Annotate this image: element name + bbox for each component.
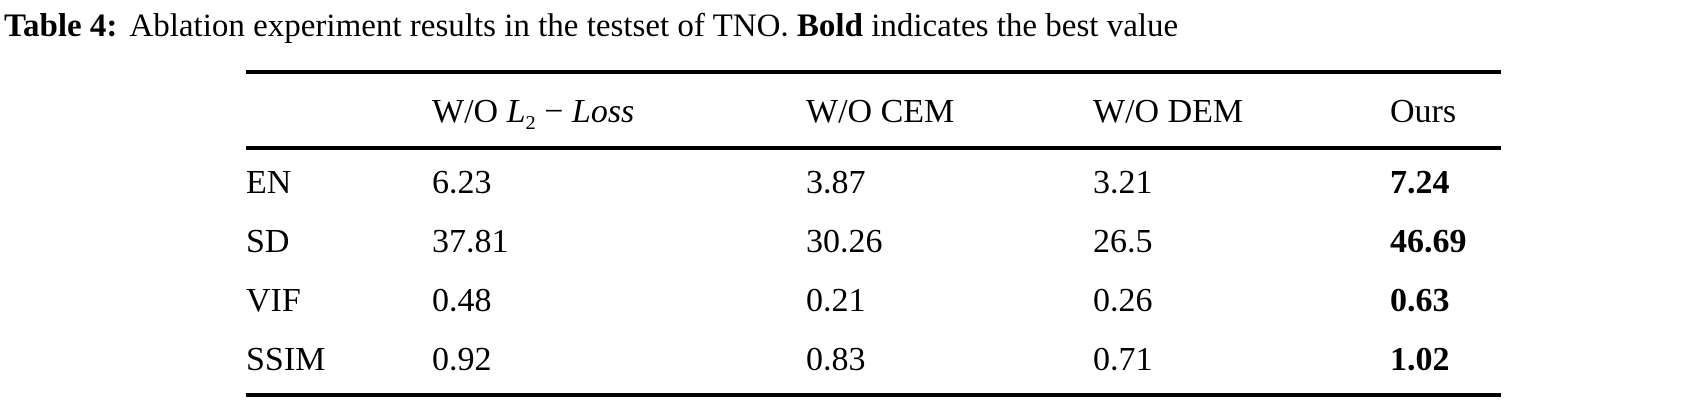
wo-l2-minus: − (535, 92, 572, 130)
table-caption-text: Ablation experiment results in the tests… (129, 8, 789, 44)
table-body: EN 6.23 3.87 3.21 7.24 SD 37.81 30.26 26… (246, 148, 1501, 395)
header-cell-wo-dem: W/O DEM (1093, 92, 1244, 130)
table-row: VIF 0.48 0.21 0.26 0.63 (246, 272, 1501, 331)
table-caption-bold-word: Bold (796, 8, 863, 44)
row-label-sd: SD (246, 222, 290, 260)
table-caption: Table 4: Ablation experiment results in t… (4, 4, 1708, 49)
header-row: W/O L2 − Loss W/O CEM W/O DEM Ours (246, 72, 1501, 148)
cell-vif-wo-l2-loss: 0.48 (432, 281, 492, 319)
cell-ssim-wo-l2-loss: 0.92 (432, 340, 492, 378)
cell-en-wo-dem: 3.21 (1093, 163, 1153, 201)
table-header: W/O L2 − Loss W/O CEM W/O DEM Ours (246, 72, 1501, 148)
wo-l2-prefix: W/O (432, 92, 507, 130)
ablation-results-table: W/O L2 − Loss W/O CEM W/O DEM Ours EN 6.… (246, 69, 1501, 397)
cell-sd-wo-l2-loss: 37.81 (432, 222, 509, 260)
header-cell-metric (246, 72, 432, 148)
row-label-en: EN (246, 163, 292, 201)
row-label-ssim: SSIM (246, 340, 326, 378)
cell-sd-wo-dem: 26.5 (1093, 222, 1153, 260)
cell-sd-wo-cem: 30.26 (806, 222, 883, 260)
cell-vif-wo-dem: 0.26 (1093, 281, 1153, 319)
table-row: EN 6.23 3.87 3.21 7.24 (246, 148, 1501, 213)
header-cell-wo-cem: W/O CEM (806, 92, 955, 130)
cell-en-wo-cem: 3.87 (806, 163, 866, 201)
table-row: SSIM 0.92 0.83 0.71 1.02 (246, 331, 1501, 395)
table-caption-text-after: indicates the best value (871, 8, 1179, 44)
cell-ssim-wo-dem: 0.71 (1093, 340, 1153, 378)
wo-l2-loss-word: Loss (571, 92, 635, 130)
cell-sd-ours: 46.69 (1390, 222, 1467, 260)
cell-ssim-ours: 1.02 (1390, 340, 1450, 378)
row-label-vif: VIF (246, 281, 301, 319)
header-cell-ours: Ours (1390, 92, 1457, 130)
header-cell-wo-l2-loss: W/O L2 − Loss (432, 72, 806, 148)
table-row: SD 37.81 30.26 26.5 46.69 (246, 213, 1501, 272)
cell-ssim-wo-cem: 0.83 (806, 340, 866, 378)
wo-l2-subscript: 2 (525, 111, 536, 134)
cell-vif-ours: 0.63 (1390, 281, 1450, 319)
cell-vif-wo-cem: 0.21 (806, 281, 866, 319)
wo-l2-variable: L (506, 92, 526, 130)
cell-en-wo-l2-loss: 6.23 (432, 163, 492, 201)
table-caption-label: Table 4: (4, 8, 118, 44)
cell-en-ours: 7.24 (1390, 163, 1450, 201)
